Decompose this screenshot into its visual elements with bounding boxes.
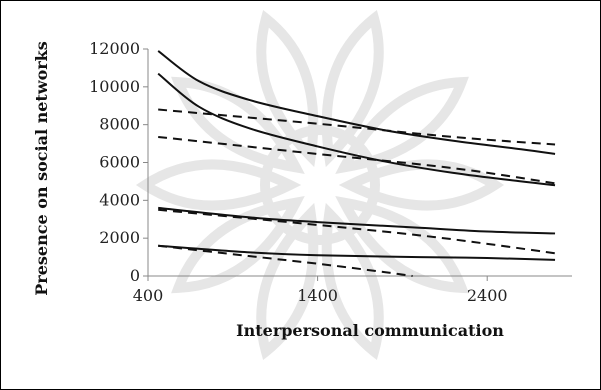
x-axis-ticks: 400 1400 2400 <box>133 276 508 305</box>
dashed-series-line-3 <box>158 108 556 146</box>
watermark-petal <box>171 76 305 174</box>
solid-series-line-5 <box>158 206 556 235</box>
watermark-emblem <box>135 9 505 361</box>
y-tick-label: 2000 <box>99 228 140 247</box>
y-axis-ticks: 0 2000 4000 6000 8000 10000 12000 <box>89 39 148 285</box>
watermark-ring <box>260 125 380 245</box>
solid-series-line-2 <box>157 72 556 187</box>
watermark-petal <box>335 76 469 174</box>
y-tick-label: 8000 <box>99 115 140 134</box>
x-tick-label: 2400 <box>467 286 508 305</box>
watermark-petal <box>256 9 319 168</box>
solid-series-line-7 <box>158 244 556 261</box>
watermark-petal <box>321 9 384 168</box>
plot-area: 0 2000 4000 6000 8000 10000 12000 400 1400 2400 <box>89 39 572 305</box>
y-tick-label: 6000 <box>99 153 140 172</box>
solid-series-line-1 <box>157 50 556 155</box>
y-tick-label: 0 <box>130 266 140 285</box>
series-layer <box>157 50 556 277</box>
dashed-series-line-4 <box>158 135 556 185</box>
x-tick-label: 1400 <box>297 286 338 305</box>
dashed-series-line-6 <box>158 208 556 255</box>
watermark-petal <box>335 196 469 294</box>
y-axis-title: Presence on social networks <box>32 41 51 296</box>
x-tick-label: 400 <box>133 286 164 305</box>
y-tick-label: 12000 <box>89 39 140 58</box>
y-tick-label: 10000 <box>89 77 140 96</box>
x-axis-title: Interpersonal communication <box>236 321 504 340</box>
watermark-petal <box>135 159 302 211</box>
y-tick-label: 4000 <box>99 190 140 209</box>
watermark-petal <box>338 159 505 211</box>
